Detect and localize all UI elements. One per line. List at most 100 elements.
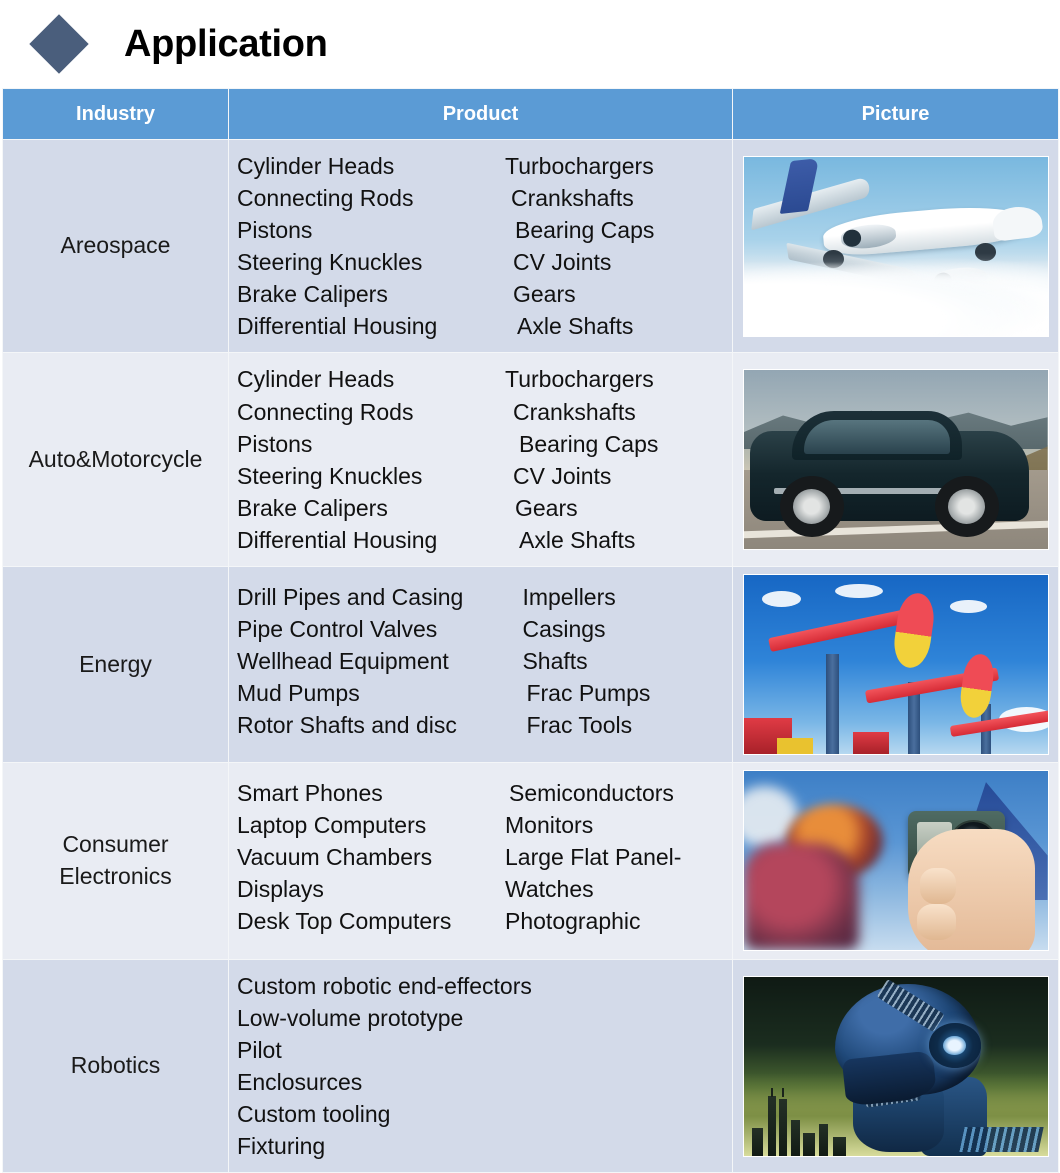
- product-item: CV Joints: [513, 462, 612, 489]
- product-item: Turbochargers: [505, 153, 654, 179]
- product-list-right: Turbochargers Crankshafts Bearing Caps C…: [505, 150, 725, 342]
- product-list-right: Semiconductors Monitors Large Flat Panel…: [505, 777, 725, 937]
- derrick-tower: [907, 682, 920, 754]
- cell-product: Drill Pipes and Casing Pipe Control Valv…: [228, 565, 733, 763]
- page-header: Application: [0, 0, 1060, 88]
- product-item: Drill Pipes and Casing: [237, 583, 464, 610]
- product-item: Watches: [505, 876, 594, 903]
- cell-picture: [732, 958, 1059, 1173]
- product-item: Turbochargers: [505, 366, 654, 393]
- pump-counterweight: [776, 737, 814, 754]
- product-item: Bearing Caps: [519, 430, 659, 457]
- derrick-tower: [825, 653, 840, 754]
- product-list-single: Custom robotic end-effectors Low-volume …: [237, 970, 732, 1162]
- column-header-industry: Industry: [2, 88, 229, 140]
- product-item: Laptop Computers: [237, 812, 427, 839]
- product-item: Axle Shafts: [519, 526, 636, 553]
- car-wheel: [935, 475, 999, 537]
- product-item: Shafts: [522, 648, 588, 675]
- cell-industry: Robotics: [2, 958, 229, 1173]
- product-list-right: Turbochargers Crankshafts Bearing Caps C…: [505, 363, 725, 555]
- cell-picture: [732, 138, 1059, 354]
- product-item: Connecting Rods: [237, 398, 414, 425]
- cell-industry: Consumer Electronics: [2, 761, 229, 960]
- product-item: Large Flat Panel-: [505, 844, 682, 871]
- action-camera-photo: [742, 770, 1049, 952]
- product-item: Custom tooling: [237, 1101, 391, 1128]
- table-row: Robotics Custom robotic end-effectors Lo…: [2, 958, 1059, 1173]
- cell-picture: [732, 352, 1059, 567]
- product-item: Semiconductors: [509, 779, 674, 806]
- cell-industry: Areospace: [2, 138, 229, 354]
- cloud: [950, 599, 987, 613]
- page-title: Application: [124, 23, 328, 65]
- building: [832, 1136, 846, 1156]
- product-item: Enclosurces: [237, 1069, 363, 1096]
- sedan-car-photo: [742, 369, 1049, 551]
- cell-product: Custom robotic end-effectors Low-volume …: [228, 958, 733, 1173]
- product-item: Low-volume prototype: [237, 1005, 464, 1032]
- product-item: Pipe Control Valves: [237, 616, 438, 643]
- product-item: Wellhead Equipment: [237, 648, 449, 675]
- cloud: [761, 591, 802, 608]
- product-item: Smart Phones: [237, 779, 383, 806]
- airplane-photo: [742, 155, 1049, 337]
- table-body: Areospace Cylinder Heads Connecting Rods…: [2, 138, 1059, 1173]
- finger: [916, 903, 957, 940]
- table-row: Auto&Motorcycle Cylinder Heads Connectin…: [2, 352, 1059, 567]
- walking-beam: [767, 608, 914, 653]
- industry-line: Consumer: [62, 831, 169, 858]
- cell-product: Smart Phones Laptop Computers Vacuum Cha…: [228, 761, 733, 960]
- product-item: Steering Knuckles: [237, 249, 423, 276]
- product-item: Vacuum Chambers: [237, 844, 433, 871]
- car-wheel: [779, 475, 844, 537]
- product-item: Axle Shafts: [517, 313, 634, 340]
- product-list-left: Cylinder Heads Connecting Rods Pistons S…: [237, 363, 505, 555]
- product-item: CV Joints: [513, 249, 612, 276]
- product-list-left: Cylinder Heads Connecting Rods Pistons S…: [237, 150, 505, 342]
- product-item: Differential Housing: [237, 313, 438, 340]
- product-item: Fixturing: [237, 1133, 326, 1160]
- product-item: Crankshafts: [513, 398, 636, 425]
- product-item: Pistons: [237, 217, 313, 244]
- application-slide: Application Industry Product Picture Are…: [0, 0, 1060, 1130]
- product-item: Casings: [522, 616, 606, 643]
- building: [819, 1124, 829, 1156]
- product-item: Displays: [237, 876, 324, 903]
- building: [803, 1132, 816, 1156]
- cell-industry: Auto&Motorcycle: [2, 352, 229, 567]
- background-blur: [743, 843, 860, 951]
- cell-product: Cylinder Heads Connecting Rods Pistons S…: [228, 138, 733, 354]
- oil-pumpjack-photo: [742, 573, 1049, 755]
- product-item: Cylinder Heads: [237, 153, 395, 179]
- cloud-layer: [743, 253, 1048, 336]
- product-item: Desk Top Computers: [237, 908, 452, 935]
- product-item: Steering Knuckles: [237, 462, 423, 489]
- product-item: Pistons: [237, 430, 313, 457]
- table-header: Industry Product Picture: [2, 88, 1059, 140]
- finger: [919, 868, 957, 904]
- car-window: [804, 420, 951, 455]
- application-table: Industry Product Picture Areospace Cylin…: [2, 88, 1059, 1173]
- product-item: Pilot: [237, 1037, 282, 1064]
- cell-picture: [732, 565, 1059, 763]
- table-header-row: Industry Product Picture: [2, 88, 1059, 140]
- table-row: Energy Drill Pipes and Casing Pipe Contr…: [2, 565, 1059, 763]
- table-row: Consumer Electronics Smart Phones Laptop…: [2, 761, 1059, 960]
- tower-spire: [771, 1087, 774, 1098]
- cloud: [834, 583, 884, 599]
- product-item: Photographic: [505, 908, 641, 935]
- product-item: Bearing Caps: [515, 217, 655, 244]
- twin-tower: [768, 1095, 777, 1156]
- product-item: Crankshafts: [511, 185, 634, 212]
- cell-product: Cylinder Heads Connecting Rods Pistons S…: [228, 352, 733, 567]
- product-item: Differential Housing: [237, 526, 438, 553]
- product-item: Monitors: [505, 812, 594, 839]
- product-item: Impellers: [522, 583, 616, 610]
- column-header-picture: Picture: [732, 88, 1059, 140]
- product-list-right: Impellers Casings Shafts Frac Pumps Frac…: [504, 581, 732, 741]
- tower-spire: [782, 1087, 784, 1098]
- column-header-product: Product: [228, 88, 733, 140]
- building: [752, 1128, 763, 1156]
- diamond-icon: [29, 14, 89, 74]
